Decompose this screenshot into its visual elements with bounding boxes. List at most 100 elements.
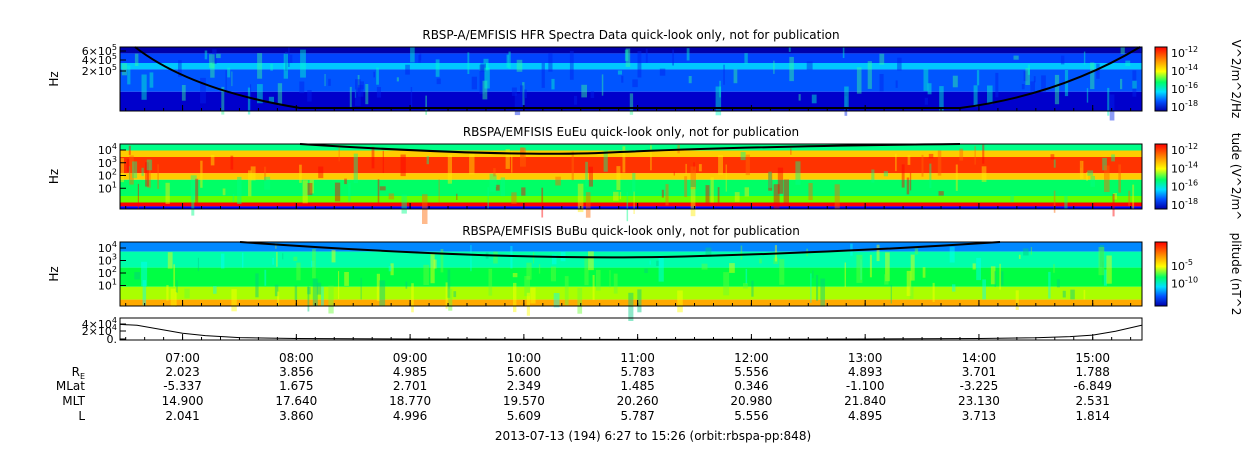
- texture: [633, 191, 635, 214]
- band: [120, 47, 1142, 54]
- ephemeris-value: 21.840: [844, 394, 886, 408]
- band: [120, 196, 1142, 203]
- texture: [197, 257, 199, 272]
- texture: [512, 273, 518, 278]
- texture: [622, 146, 626, 173]
- texture: [1015, 290, 1019, 310]
- texture: [405, 281, 408, 289]
- texture: [1023, 248, 1029, 256]
- texture: [603, 144, 608, 172]
- texture: [479, 64, 485, 71]
- texture: [1079, 160, 1084, 179]
- texture: [541, 63, 545, 88]
- ephemeris-value: 2.531: [1076, 394, 1110, 408]
- texture: [242, 252, 244, 268]
- footer-caption: 2013-07-13 (194) 6:27 to 15:26 (orbit:rb…: [495, 429, 811, 443]
- texture: [759, 258, 762, 264]
- band: [120, 157, 1142, 174]
- texture: [147, 159, 151, 188]
- texture: [357, 84, 364, 97]
- texture: [232, 194, 235, 203]
- band: [120, 63, 1142, 70]
- texture: [585, 161, 588, 187]
- texture: [165, 182, 170, 204]
- texture: [1050, 154, 1055, 160]
- texture: [321, 286, 324, 306]
- texture: [677, 290, 683, 313]
- texture: [789, 56, 794, 82]
- ephemeris-value: 5.787: [620, 409, 654, 423]
- texture: [907, 155, 911, 165]
- texture: [1048, 271, 1051, 299]
- ephemeris-value: 18.770: [389, 394, 431, 408]
- texture: [221, 253, 225, 269]
- texture: [348, 182, 351, 202]
- ytick-label-eueu: 102: [98, 168, 117, 183]
- band: [120, 299, 1142, 306]
- ephemeris-value: 3.713: [962, 409, 996, 423]
- texture: [632, 79, 638, 88]
- texture: [883, 171, 888, 177]
- texture: [693, 162, 695, 171]
- ephemeris-value: 4.996: [393, 409, 427, 423]
- texture: [357, 75, 360, 88]
- texture: [1120, 78, 1123, 90]
- texture: [928, 153, 934, 159]
- texture: [382, 150, 384, 173]
- texture: [250, 166, 256, 181]
- texture: [876, 244, 880, 262]
- texture: [1112, 194, 1115, 217]
- texture: [277, 83, 283, 106]
- texture: [173, 264, 175, 287]
- texture: [710, 177, 714, 203]
- texture: [613, 191, 619, 201]
- texture: [438, 179, 440, 203]
- texture: [482, 80, 488, 100]
- band: [120, 206, 1142, 209]
- texture: [1132, 80, 1137, 89]
- band: [120, 150, 1142, 157]
- texture: [400, 154, 406, 177]
- texture: [149, 72, 154, 88]
- time-tick-label: 09:00: [393, 351, 428, 365]
- texture: [248, 170, 252, 197]
- texture: [324, 74, 326, 87]
- texture: [972, 263, 976, 270]
- texture: [344, 272, 349, 286]
- texture: [283, 53, 288, 79]
- texture: [973, 85, 978, 107]
- texture: [844, 262, 846, 288]
- texture: [268, 96, 274, 103]
- texture: [701, 263, 708, 270]
- texture: [816, 275, 819, 301]
- texture: [564, 276, 569, 305]
- texture: [810, 273, 812, 303]
- texture: [264, 176, 271, 190]
- texture: [982, 144, 985, 164]
- texture: [1027, 64, 1030, 75]
- texture: [906, 270, 912, 296]
- texture: [783, 179, 789, 204]
- texture: [471, 76, 477, 90]
- colorbar-tick-hfr: 10-14: [1171, 63, 1198, 78]
- texture: [1090, 175, 1095, 187]
- texture: [719, 80, 721, 98]
- texture: [856, 67, 862, 94]
- texture: [811, 94, 817, 104]
- texture: [433, 259, 437, 269]
- texture: [129, 155, 134, 185]
- texture: [132, 161, 138, 179]
- ephemeris-value: 4.985: [393, 365, 427, 379]
- texture: [511, 87, 517, 96]
- texture: [146, 159, 153, 171]
- texture: [729, 263, 735, 273]
- panel-frame-hfr: [119, 46, 1143, 112]
- texture: [590, 91, 595, 98]
- hfr-black-curve: [134, 46, 1141, 109]
- texture: [959, 148, 964, 161]
- texture: [489, 173, 496, 192]
- texture: [495, 184, 500, 191]
- texture: [745, 154, 750, 176]
- texture: [274, 284, 279, 297]
- bubu-black-curve: [239, 241, 1001, 259]
